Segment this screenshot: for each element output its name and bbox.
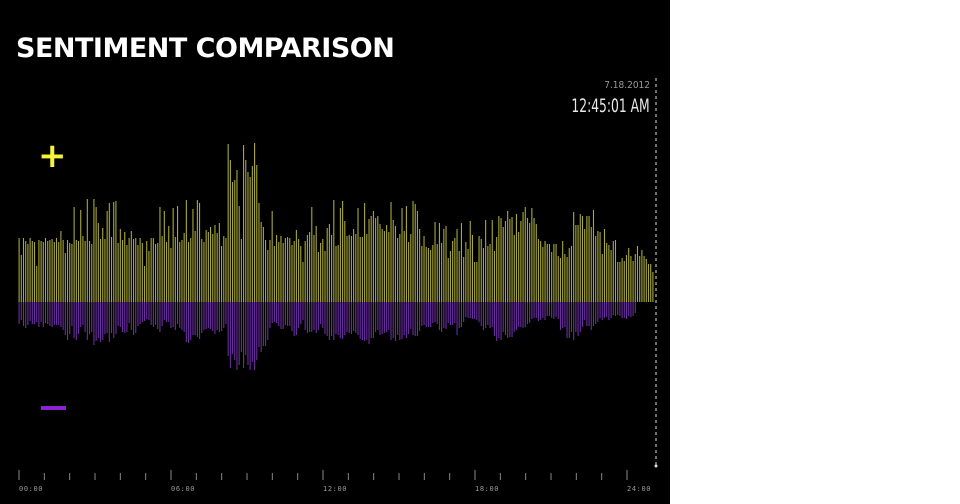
sentiment-bar-chart: 00:00 06:00 12:00 18:00 24:00: [18, 78, 658, 493]
plus-icon: +: [38, 136, 67, 176]
minus-icon: [41, 406, 66, 410]
x-tick-label: 18:00: [475, 485, 499, 493]
chart-panel: SENTIMENT COMPARISON 7.18.2012 12:45:01 …: [0, 0, 670, 504]
x-tick-label: 00:00: [19, 485, 43, 493]
x-tick-label: 12:00: [323, 485, 347, 493]
time-cursor-dot: [654, 464, 658, 468]
timestamp-date: 7.18.2012: [604, 80, 650, 91]
x-tick-label: 06:00: [171, 485, 195, 493]
page-title: SENTIMENT COMPARISON: [16, 33, 395, 64]
x-tick-label: 24:00: [627, 485, 651, 493]
timestamp-time: 12:45:01 AM: [571, 95, 650, 117]
